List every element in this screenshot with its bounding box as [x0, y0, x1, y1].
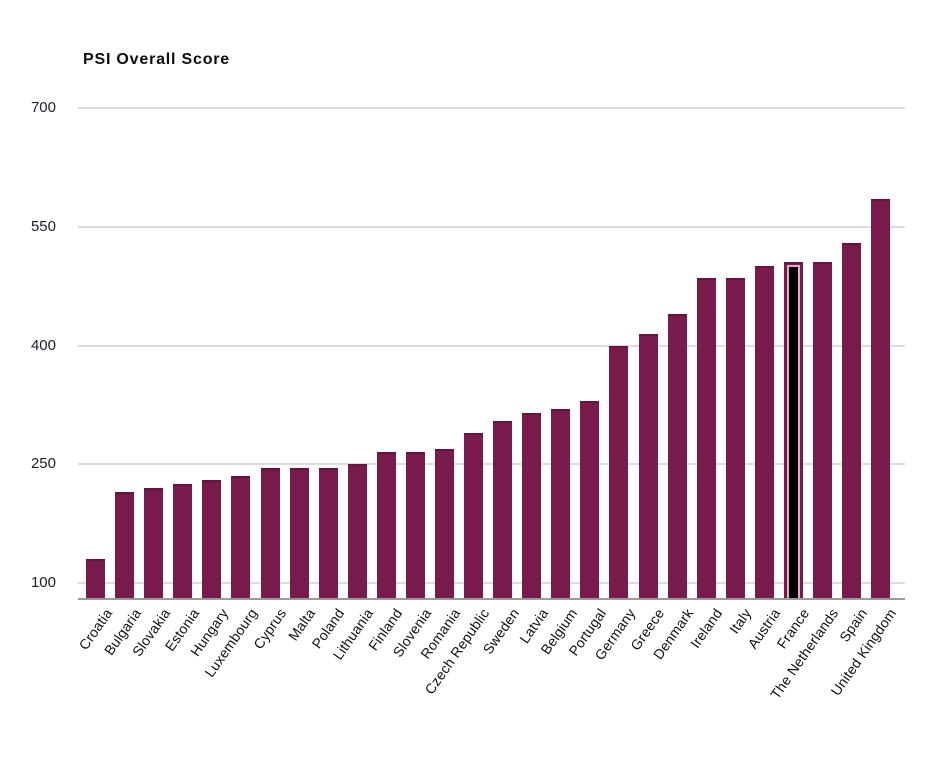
bar-slot — [663, 100, 692, 599]
y-axis-tick-label: 250 — [30, 455, 56, 473]
bar-slot — [779, 100, 808, 599]
y-axis-tick-label: 700 — [30, 98, 56, 116]
bar-cyprus[interactable] — [260, 468, 280, 599]
bar-slot — [139, 100, 168, 599]
y-axis-tick-label: 100 — [30, 574, 56, 592]
bar-slot — [750, 100, 779, 599]
bar-bulgaria[interactable] — [115, 492, 135, 599]
bar-united-kingdom[interactable] — [871, 199, 891, 599]
bar-poland[interactable] — [318, 468, 338, 599]
gridline-700 — [78, 106, 905, 109]
bar-greece[interactable] — [638, 333, 658, 599]
bar-slot — [808, 100, 837, 599]
bar-slot — [459, 100, 488, 599]
bar-spain[interactable] — [842, 242, 862, 599]
bar-slot — [488, 100, 517, 599]
bar-slot — [285, 100, 314, 599]
y-axis-tick-label: 550 — [30, 217, 56, 235]
bar-slovakia[interactable] — [144, 488, 164, 599]
bar-sweden[interactable] — [493, 420, 513, 599]
bar-france[interactable] — [783, 262, 803, 599]
bar-slot — [255, 100, 284, 599]
bar-latvia[interactable] — [522, 412, 542, 599]
bar-slot — [721, 100, 750, 599]
bar-denmark[interactable] — [667, 313, 687, 599]
bar-croatia[interactable] — [86, 559, 106, 599]
bar-belgium[interactable] — [551, 408, 571, 599]
bar-malta[interactable] — [289, 468, 309, 599]
bar-slot — [546, 100, 575, 599]
bar-the-netherlands[interactable] — [812, 262, 832, 599]
bar-slot — [197, 100, 226, 599]
bar-slot — [314, 100, 343, 599]
bar-slot — [110, 100, 139, 599]
highlighted-bar-core — [786, 265, 800, 599]
bar-finland[interactable] — [376, 452, 396, 599]
bar-slovenia[interactable] — [405, 452, 425, 599]
x-axis-line — [78, 598, 905, 600]
bar-hungary[interactable] — [202, 480, 222, 599]
bar-slot — [604, 100, 633, 599]
bar-germany[interactable] — [609, 345, 629, 599]
bars-container — [81, 100, 895, 599]
gridline-400 — [78, 344, 905, 347]
gridline-250 — [78, 463, 905, 466]
bar-slot — [343, 100, 372, 599]
bar-slot — [633, 100, 662, 599]
chart-title: PSI Overall Score — [83, 51, 231, 68]
bar-ireland[interactable] — [696, 278, 716, 599]
bar-luxembourg[interactable] — [231, 476, 251, 599]
bar-slot — [372, 100, 401, 599]
gridline-100 — [78, 582, 905, 585]
bar-romania[interactable] — [434, 448, 454, 599]
bar-czech-republic[interactable] — [464, 432, 484, 599]
bar-slot — [401, 100, 430, 599]
bar-portugal[interactable] — [580, 400, 600, 599]
y-axis-tick-label: 400 — [30, 336, 56, 354]
bar-lithuania[interactable] — [347, 464, 367, 599]
bar-slot — [866, 100, 895, 599]
gridline-550 — [78, 225, 905, 228]
bar-slot — [517, 100, 546, 599]
bar-austria[interactable] — [754, 266, 774, 599]
bar-slot — [81, 100, 110, 599]
plot-area — [78, 100, 905, 600]
bar-slot — [692, 100, 721, 599]
bar-slot — [168, 100, 197, 599]
bar-slot — [837, 100, 866, 599]
bar-estonia[interactable] — [173, 484, 193, 599]
bar-slot — [226, 100, 255, 599]
bar-slot — [430, 100, 459, 599]
bar-italy[interactable] — [725, 278, 745, 599]
bar-slot — [575, 100, 604, 599]
